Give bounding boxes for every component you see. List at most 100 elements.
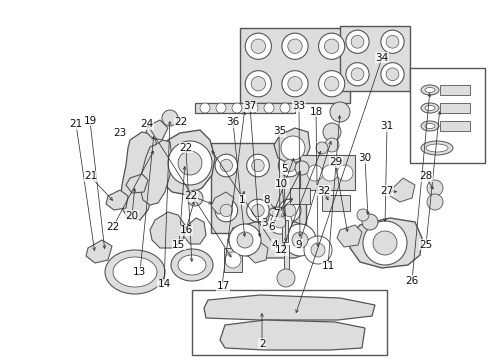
Bar [440, 121, 470, 131]
Text: 23: 23 [113, 128, 127, 138]
Bar [322, 195, 350, 211]
Circle shape [322, 165, 338, 181]
Bar [290, 188, 310, 204]
Circle shape [325, 138, 339, 152]
Circle shape [246, 154, 270, 177]
Polygon shape [106, 190, 128, 210]
Text: 8: 8 [264, 195, 270, 205]
Text: 33: 33 [292, 101, 306, 111]
Bar [240, 27, 350, 103]
Text: 21: 21 [84, 171, 98, 181]
Circle shape [168, 141, 212, 185]
Polygon shape [228, 222, 315, 258]
Text: 37: 37 [243, 101, 257, 111]
Polygon shape [150, 212, 185, 248]
Circle shape [386, 35, 399, 48]
Bar [284, 245, 289, 275]
Circle shape [216, 103, 226, 113]
Circle shape [283, 159, 296, 172]
Circle shape [278, 199, 301, 222]
Ellipse shape [171, 249, 213, 281]
Circle shape [162, 110, 178, 126]
Polygon shape [248, 242, 268, 263]
Circle shape [311, 243, 325, 257]
Polygon shape [390, 178, 415, 202]
Bar [440, 103, 470, 113]
Text: 22: 22 [179, 143, 193, 153]
Ellipse shape [425, 123, 435, 129]
Circle shape [282, 71, 308, 97]
Text: 28: 28 [419, 171, 433, 181]
Circle shape [232, 103, 242, 113]
Polygon shape [140, 140, 172, 205]
Text: 9: 9 [295, 240, 302, 250]
Text: 25: 25 [419, 240, 433, 250]
Circle shape [251, 77, 266, 91]
Ellipse shape [113, 257, 157, 287]
Circle shape [288, 77, 302, 91]
Circle shape [337, 165, 353, 181]
Text: 1: 1 [239, 195, 246, 205]
Polygon shape [86, 240, 112, 263]
Text: 22: 22 [184, 191, 198, 201]
Circle shape [316, 142, 328, 154]
Circle shape [225, 252, 241, 268]
Ellipse shape [273, 210, 283, 215]
Circle shape [200, 103, 210, 113]
Circle shape [282, 33, 308, 59]
Text: 35: 35 [272, 126, 286, 136]
Ellipse shape [421, 103, 439, 113]
Circle shape [215, 199, 238, 222]
Text: 27: 27 [380, 186, 394, 196]
Ellipse shape [425, 105, 435, 111]
Circle shape [323, 123, 341, 141]
Polygon shape [204, 295, 375, 320]
Text: 32: 32 [317, 186, 330, 196]
Ellipse shape [426, 144, 448, 152]
Circle shape [351, 35, 364, 48]
Ellipse shape [421, 85, 439, 95]
Circle shape [324, 77, 339, 91]
Ellipse shape [421, 121, 439, 131]
Text: 34: 34 [375, 53, 389, 63]
Text: 11: 11 [321, 261, 335, 271]
Circle shape [284, 224, 316, 256]
Circle shape [283, 204, 296, 217]
Polygon shape [146, 120, 168, 140]
Circle shape [274, 216, 286, 228]
Circle shape [292, 232, 308, 248]
Circle shape [252, 204, 264, 217]
Circle shape [427, 180, 443, 196]
Text: 21: 21 [69, 119, 83, 129]
Text: 7: 7 [273, 209, 280, 219]
Circle shape [330, 102, 350, 122]
Circle shape [427, 194, 443, 210]
Circle shape [277, 269, 295, 287]
Circle shape [281, 136, 305, 160]
Circle shape [318, 71, 345, 97]
Circle shape [187, 190, 203, 206]
Polygon shape [350, 218, 422, 268]
Bar [410, 68, 485, 163]
Text: 12: 12 [275, 245, 289, 255]
Text: 22: 22 [174, 117, 188, 127]
Circle shape [215, 154, 238, 177]
Circle shape [363, 221, 407, 265]
Text: 20: 20 [126, 211, 139, 221]
Text: 14: 14 [157, 279, 171, 289]
Polygon shape [184, 218, 206, 244]
Circle shape [229, 224, 261, 256]
Polygon shape [126, 174, 148, 193]
Circle shape [264, 103, 274, 113]
Bar [195, 103, 295, 113]
Bar [300, 155, 355, 190]
Text: 18: 18 [309, 107, 323, 117]
Bar [192, 290, 387, 355]
Text: 36: 36 [226, 117, 240, 127]
Text: 30: 30 [359, 153, 371, 163]
Circle shape [278, 154, 301, 177]
Circle shape [248, 103, 258, 113]
Ellipse shape [269, 207, 287, 217]
Circle shape [351, 68, 364, 81]
Circle shape [346, 30, 369, 53]
